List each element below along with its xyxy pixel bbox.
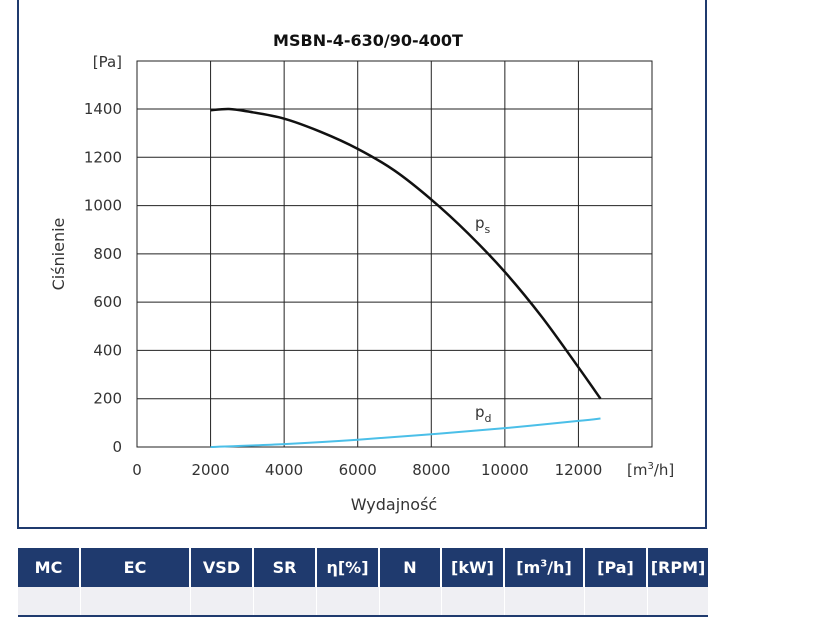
y-tick-label: 400	[93, 341, 122, 359]
y-tick-label: 600	[93, 293, 122, 311]
table-cell	[504, 587, 585, 617]
chart-title: MSBN-4-630/90-400T	[273, 31, 463, 50]
ps-series-label: ps	[475, 214, 491, 236]
x-tick-label: 0	[132, 461, 142, 479]
table-cell	[18, 587, 81, 617]
table-cell	[190, 587, 254, 617]
y-tick-label: 800	[93, 245, 122, 263]
chart-grid	[136, 60, 653, 448]
x-tick-label: 10000	[481, 461, 529, 479]
header-vsd: VSD	[190, 548, 254, 587]
x-tick-label: 6000	[339, 461, 377, 479]
header-kw: [kW]	[441, 548, 505, 587]
x-tick-label: 2000	[191, 461, 229, 479]
pd-curve	[210, 417, 601, 448]
header-flow: [m3/h]	[504, 548, 585, 587]
header-sr: SR	[253, 548, 317, 587]
x-tick-label: 8000	[412, 461, 450, 479]
header-ec: EC	[80, 548, 191, 587]
header-efficiency: η[%]	[316, 548, 380, 587]
x-unit-label: [m3/h]	[627, 461, 674, 479]
table-cell	[441, 587, 505, 617]
header-rpm: [RPM]	[647, 548, 708, 587]
y-unit-label: [Pa]	[93, 53, 122, 71]
y-tick-label: 1200	[84, 148, 122, 166]
y-tick-label: 1000	[84, 197, 122, 215]
x-tick-label: 4000	[265, 461, 303, 479]
ps-curve	[210, 107, 602, 400]
y-tick-label: 1400	[84, 100, 122, 118]
y-tick-labels: 0 200 400 600 800 1000 1200 1400	[84, 100, 122, 456]
table-cell	[647, 587, 708, 617]
table-cell	[80, 587, 191, 617]
x-tick-labels: 0 2000 4000 6000 8000 10000 12000	[132, 461, 602, 479]
header-n: N	[379, 548, 442, 587]
table-cell	[253, 587, 317, 617]
x-axis-label: Wydajność	[351, 495, 437, 514]
table-row	[18, 587, 708, 617]
y-tick-label: 200	[93, 390, 122, 408]
table-header-row: MC EC VSD SR η[%] N [kW] [m3/h] [Pa] [RP…	[18, 548, 708, 587]
table-cell	[379, 587, 442, 617]
chart-curves	[210, 107, 602, 448]
chart-frame	[17, 0, 707, 529]
x-tick-label: 12000	[555, 461, 603, 479]
header-mc: MC	[18, 548, 81, 587]
header-pa: [Pa]	[584, 548, 648, 587]
table-cell	[584, 587, 648, 617]
y-axis-label: Ciśnienie	[49, 218, 68, 291]
y-tick-label: 0	[112, 438, 122, 456]
pd-series-label: pd	[475, 403, 492, 425]
parameters-table: MC EC VSD SR η[%] N [kW] [m3/h] [Pa] [RP…	[18, 548, 708, 617]
pressure-flow-chart: 0 200 400 600 800 1000 1200 1400 0 2000 4000 6000 8…	[49, 31, 674, 514]
table-cell	[316, 587, 380, 617]
